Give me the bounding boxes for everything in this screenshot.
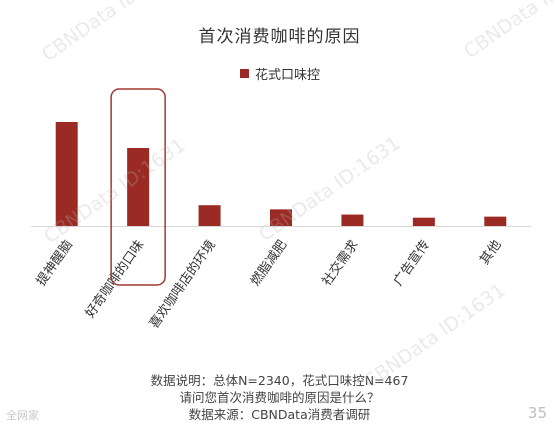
bar	[412, 217, 435, 226]
x-tick-label: 社交需求	[319, 237, 362, 289]
legend-label: 花式口味控	[255, 68, 321, 83]
x-tick-label: 提神醒脑	[33, 237, 76, 289]
highlight-box	[110, 88, 166, 286]
legend-swatch	[240, 69, 249, 78]
data-note-sample: 数据说明：总体N=2340，花式口味控N=467	[150, 373, 409, 388]
bar	[198, 205, 221, 226]
data-note-question: 请问您首次消费咖啡的原因是什么？	[179, 390, 380, 405]
legend: 花式口味控	[240, 64, 320, 83]
x-tick-label: 广告宣传	[390, 237, 433, 289]
chart-title: 首次消费咖啡的原因	[198, 27, 361, 47]
data-note-source: 数据来源：CBNData消费者调研	[188, 407, 371, 422]
x-tick-label: 其他	[477, 238, 504, 268]
bar	[270, 209, 292, 226]
page-number: 35	[527, 404, 547, 422]
x-tick-label: 好奇咖啡的口味	[82, 237, 147, 321]
footer-logo-text: 全网家	[6, 409, 39, 422]
bar	[341, 214, 364, 226]
bar	[55, 122, 78, 226]
x-tick-label: 燃脂减肥	[247, 237, 290, 289]
bar	[484, 216, 507, 226]
bar	[127, 148, 150, 226]
